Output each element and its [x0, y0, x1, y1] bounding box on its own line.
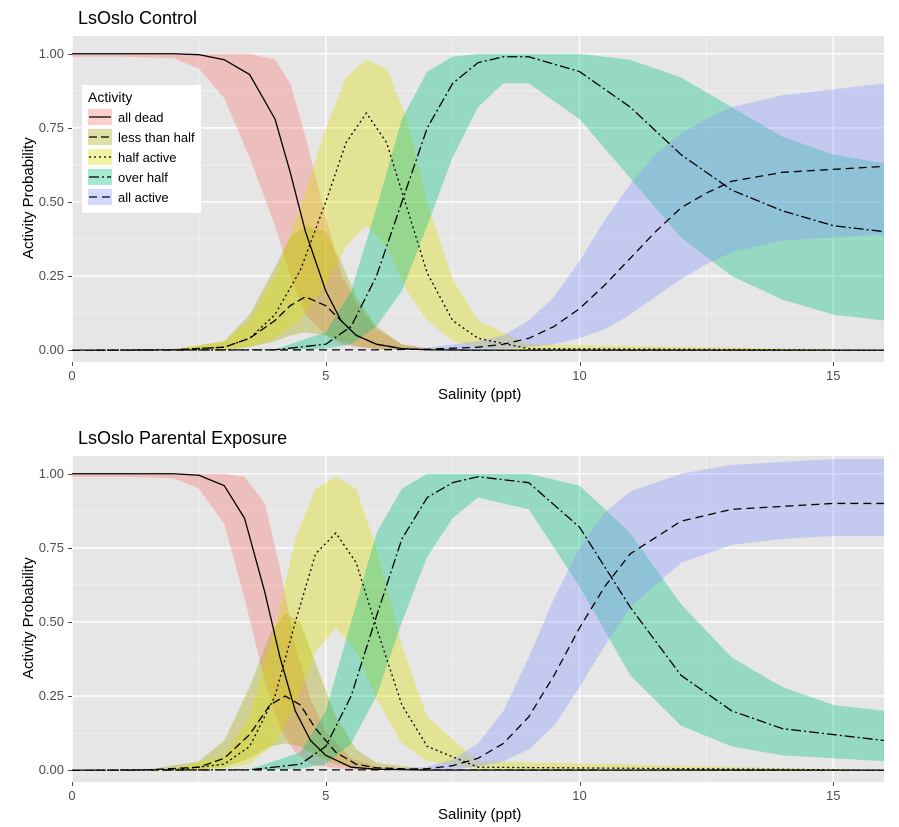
legend-label: all active: [118, 190, 169, 205]
legend-item-all_active: all active: [88, 187, 195, 207]
x-tick-label: 0: [52, 788, 92, 803]
x-tick-mark: [72, 362, 73, 366]
y-tick-label: 0.00: [14, 762, 64, 777]
panel-title-control: LsOslo Control: [78, 8, 197, 29]
y-tick-label: 0.00: [14, 342, 64, 357]
legend-swatch: [88, 149, 112, 165]
x-tick-label: 15: [813, 788, 853, 803]
x-tick-mark: [580, 362, 581, 366]
y-tick-mark: [68, 548, 72, 549]
x-tick-mark: [72, 782, 73, 786]
legend-label: half active: [118, 150, 177, 165]
figure: LsOslo Control0.000.250.500.751.00051015…: [0, 0, 899, 827]
y-tick-mark: [68, 54, 72, 55]
x-tick-label: 10: [560, 788, 600, 803]
legend-label: less than half: [118, 130, 195, 145]
y-tick-mark: [68, 276, 72, 277]
legend-label: all dead: [118, 110, 164, 125]
y-tick-mark: [68, 128, 72, 129]
legend-label: over half: [118, 170, 168, 185]
x-tick-mark: [326, 362, 327, 366]
y-tick-mark: [68, 202, 72, 203]
legend: Activity all dead less than half half activ…: [82, 85, 201, 213]
x-tick-label: 5: [306, 368, 346, 383]
legend-swatch: [88, 169, 112, 185]
x-tick-label: 10: [560, 368, 600, 383]
y-tick-mark: [68, 770, 72, 771]
y-tick-mark: [68, 474, 72, 475]
legend-title: Activity: [88, 89, 195, 105]
y-tick-mark: [68, 696, 72, 697]
legend-item-over_half: over half: [88, 167, 195, 187]
legend-item-half_active: half active: [88, 147, 195, 167]
y-axis-label: Activity Probability: [20, 557, 37, 679]
legend-item-all_dead: all dead: [88, 107, 195, 127]
legend-swatch: [88, 109, 112, 125]
y-tick-mark: [68, 350, 72, 351]
x-tick-label: 15: [813, 368, 853, 383]
legend-item-less_than_half: less than half: [88, 127, 195, 147]
x-tick-mark: [326, 782, 327, 786]
legend-swatch: [88, 189, 112, 205]
y-tick-mark: [68, 622, 72, 623]
x-tick-mark: [580, 782, 581, 786]
panel-title-exposure: LsOslo Parental Exposure: [78, 428, 287, 449]
x-tick-label: 0: [52, 368, 92, 383]
x-tick-label: 5: [306, 788, 346, 803]
x-tick-mark: [833, 362, 834, 366]
legend-swatch: [88, 129, 112, 145]
y-tick-label: 1.00: [14, 466, 64, 481]
y-tick-label: 0.75: [14, 540, 64, 555]
plot-area-exposure: [72, 456, 884, 782]
y-tick-label: 0.25: [14, 688, 64, 703]
y-tick-label: 0.25: [14, 268, 64, 283]
y-axis-label: Activity Probability: [20, 137, 37, 259]
y-tick-label: 1.00: [14, 46, 64, 61]
x-tick-mark: [833, 782, 834, 786]
x-axis-label: Salinity (ppt): [438, 806, 521, 823]
y-tick-label: 0.75: [14, 120, 64, 135]
x-axis-label: Salinity (ppt): [438, 386, 521, 403]
